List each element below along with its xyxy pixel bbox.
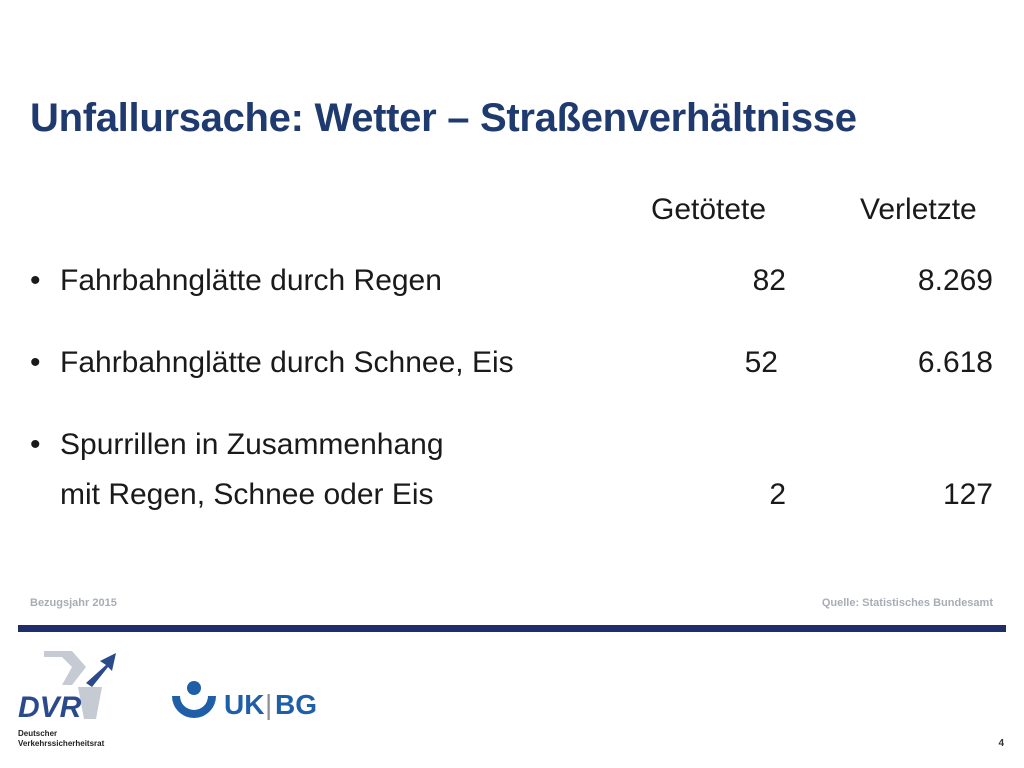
dvr-emblem-icon: DVR bbox=[18, 651, 116, 724]
svg-text:UK: UK bbox=[224, 689, 264, 720]
svg-text:DVR: DVR bbox=[18, 691, 82, 724]
row-label: Fahrbahnglätte durch Schnee, Eis bbox=[60, 346, 514, 379]
list-item: • Fahrbahnglätte durch Schnee, Eis bbox=[30, 346, 514, 380]
list-item: • Fahrbahnglätte durch Regen bbox=[30, 264, 442, 298]
ukbg-emblem-icon: UK | BG bbox=[172, 681, 317, 720]
value-getoetete: 52 bbox=[744, 346, 778, 379]
reference-year: Bezugsjahr 2015 bbox=[30, 597, 117, 609]
source-note: Quelle: Statistisches Bundesamt bbox=[821, 597, 993, 609]
slide-title: Unfallursache: Wetter – Straßenverhältni… bbox=[30, 96, 857, 140]
bullet-icon: • bbox=[30, 346, 41, 379]
bullet-icon: • bbox=[30, 428, 41, 461]
footer-rule bbox=[18, 625, 1006, 632]
row-label: Spurrillen in Zusammenhang bbox=[60, 428, 444, 461]
svg-text:BG: BG bbox=[275, 689, 317, 720]
column-header-verletzte: Verletzte bbox=[860, 193, 977, 226]
dvr-logo: DVR Deutscher Verkehrssicherheitsrat bbox=[14, 645, 124, 748]
dvr-name-line2: Verkehrssicherheitsrat bbox=[18, 739, 105, 748]
dvr-name-line1: Deutscher bbox=[18, 729, 58, 738]
row-label-continuation: mit Regen, Schnee oder Eis bbox=[60, 478, 434, 511]
svg-text:|: | bbox=[265, 689, 272, 720]
value-verletzte: 8.269 bbox=[917, 264, 993, 297]
list-item: • Spurrillen in Zusammenhang bbox=[30, 428, 444, 462]
ukbg-logo: UK | BG bbox=[170, 680, 320, 729]
bullet-icon: • bbox=[30, 264, 41, 297]
row-label: Fahrbahnglätte durch Regen bbox=[60, 264, 442, 297]
value-verletzte: 6.618 bbox=[917, 346, 993, 379]
value-verletzte: 127 bbox=[942, 478, 993, 511]
column-header-getoetete: Getötete bbox=[651, 193, 767, 226]
value-getoetete: 2 bbox=[769, 478, 786, 511]
value-getoetete: 82 bbox=[752, 264, 786, 297]
page-number: 4 bbox=[998, 738, 1004, 749]
